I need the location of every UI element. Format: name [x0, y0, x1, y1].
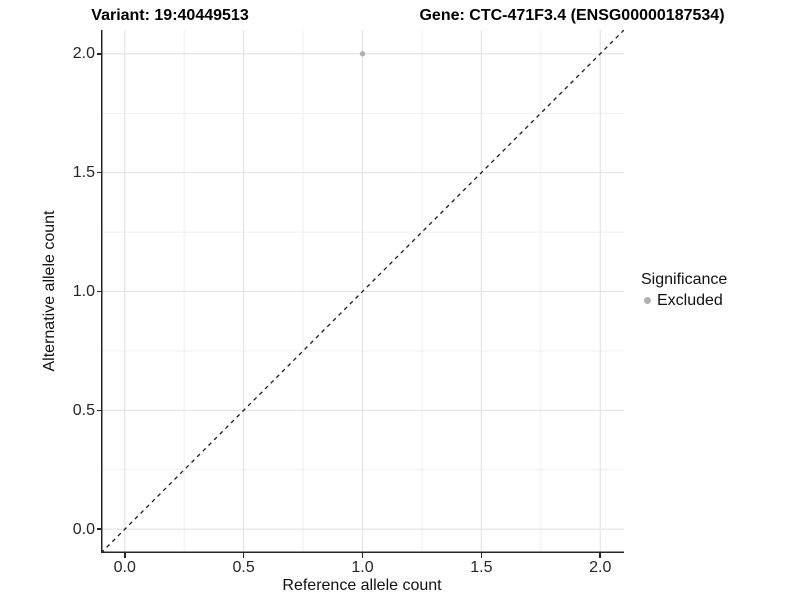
x-tick-mark: [361, 553, 364, 558]
x-axis-title: Reference allele count: [282, 577, 442, 594]
x-tick-label: 2.0: [589, 559, 612, 576]
x-tick-mark: [480, 553, 483, 558]
y-tick-mark: [96, 171, 101, 174]
y-tick-mark: [96, 290, 101, 293]
y-tick-mark: [96, 528, 101, 530]
variant-title: Variant: 19:40449513: [91, 7, 249, 24]
legend: Significance Excluded: [641, 270, 727, 310]
x-tick-mark: [599, 553, 601, 558]
y-tick-label: 0.0: [72, 520, 95, 538]
legend-title: Significance: [641, 271, 728, 288]
x-tick-mark: [242, 553, 245, 558]
x-tick-mark: [124, 553, 126, 558]
plot-panel: [101, 30, 624, 553]
x-tick-label: 1.5: [470, 559, 493, 576]
x-tick-label: 0.5: [232, 559, 255, 576]
x-tick-label: 1.0: [351, 559, 374, 576]
y-tick-label: 2.0: [72, 45, 95, 63]
plot-canvas: [101, 30, 624, 553]
y-tick-label: 0.5: [72, 401, 95, 419]
y-tick-mark: [96, 53, 101, 55]
legend-entry-label: Excluded: [657, 291, 723, 309]
y-tick-label: 1.5: [72, 164, 95, 182]
y-tick-mark: [96, 409, 101, 412]
legend-entry-excluded: Excluded: [641, 291, 727, 310]
data-point: [359, 51, 366, 57]
y-tick-label: 1.0: [72, 283, 95, 300]
gene-title: Gene: CTC-471F3.4 (ENSG00000187534): [419, 7, 725, 24]
x-tick-label: 0.0: [113, 559, 136, 576]
legend-point-marker: [644, 297, 651, 304]
